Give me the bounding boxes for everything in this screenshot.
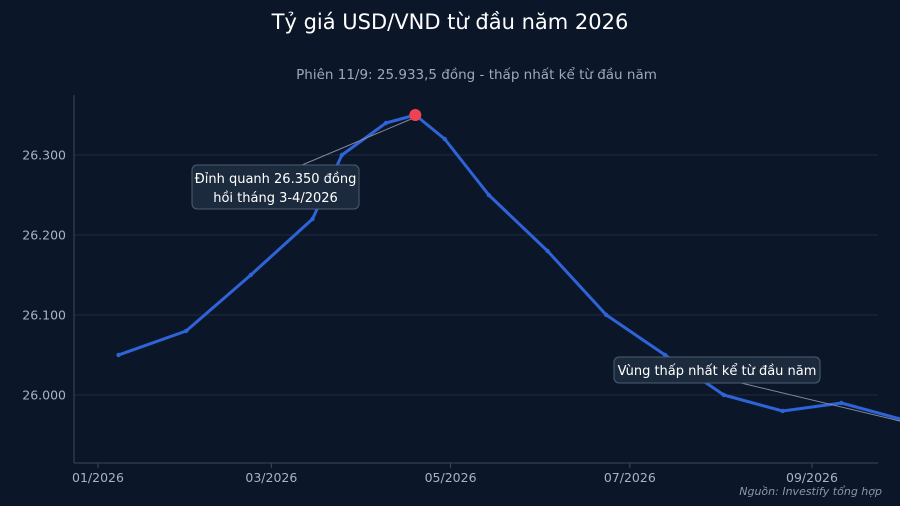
data-point [604,312,609,318]
chart-source: Nguồn: Investify tổng hợp [739,485,882,498]
annotation-arrow [301,118,412,166]
data-point [339,152,345,158]
annotation-box [191,164,360,210]
data-point [383,120,389,126]
annotation-text: Đỉnh quanh 26.350 đồng [195,172,357,187]
data-point [897,416,900,422]
annotation-text: hồi tháng 3-4/2026 [213,191,338,206]
peak-marker [409,109,422,121]
data-point [248,272,253,278]
y-tick-label: 26.100 [22,308,66,323]
data-point [780,408,785,414]
y-tick-label: 26.000 [22,388,66,403]
data-point [183,328,189,334]
y-tick-label: 26.200 [22,228,66,243]
data-point [116,352,121,358]
annotation-arrow [740,382,900,422]
data-point [839,400,844,406]
annotation-box [613,356,821,384]
x-tick-label: 03/2026 [245,470,297,485]
data-point [721,392,727,398]
data-point [310,216,315,222]
chart-subtitle: Phiên 11/9: 25.933,5 đồng - thấp nhất kể… [296,67,657,83]
data-point [486,192,491,198]
data-point [662,352,668,358]
x-tick-label: 01/2026 [72,470,124,485]
x-tick-label: 09/2026 [786,470,838,485]
annotation-text: Vùng thấp nhất kể từ đầu năm [618,364,817,379]
data-point [442,136,447,142]
data-point [545,248,550,254]
x-tick-label: 07/2026 [604,470,656,485]
x-tick-label: 05/2026 [425,470,477,485]
y-tick-label: 26.300 [22,148,66,163]
chart-title: Tỷ giá USD/VND từ đầu năm 2026 [271,10,629,34]
